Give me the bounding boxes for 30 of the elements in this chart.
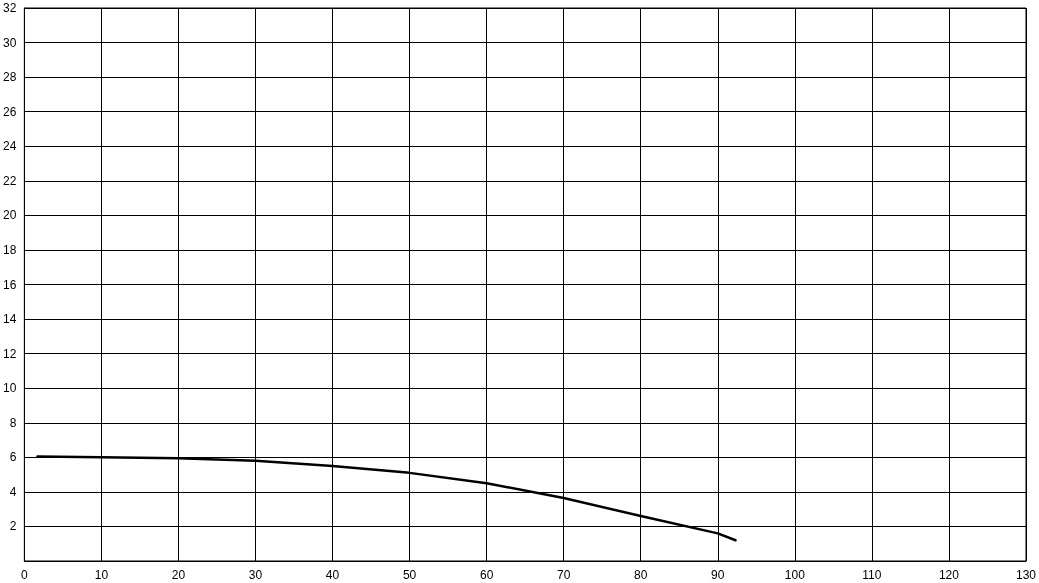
y-tick-label: 30	[2, 35, 17, 50]
x-tick-label: 60	[479, 568, 494, 582]
y-tick-label: 22	[2, 173, 17, 188]
x-tick-label: 70	[557, 568, 571, 582]
y-tick-label: 26	[2, 104, 17, 119]
y-tick-label: 6	[9, 450, 17, 465]
y-tick-label: 20	[2, 208, 17, 223]
x-tick-label: 30	[248, 568, 263, 582]
y-tick-label: 4	[9, 484, 17, 499]
x-tick-label: 50	[402, 568, 417, 582]
y-tick-label: 2	[9, 519, 17, 534]
y-tick-label: 16	[2, 277, 17, 292]
x-tick-label: 10	[94, 568, 109, 582]
x-tick-label: 0	[21, 568, 28, 582]
x-tick-label: 90	[711, 568, 725, 582]
y-tick-label: 14	[2, 312, 17, 327]
y-tick-label: 24	[2, 139, 17, 154]
x-tick-label: 130	[1015, 568, 1037, 582]
y-tick-label: 32	[2, 1, 17, 15]
y-tick-label: 12	[2, 346, 17, 361]
x-tick-label: 120	[938, 568, 960, 582]
x-tick-label: 80	[634, 568, 648, 582]
y-tick-label: 18	[2, 242, 17, 257]
x-tick-label: 100	[784, 568, 806, 582]
y-tick-label: 10	[2, 381, 17, 396]
x-tick-label: 20	[171, 568, 186, 582]
y-tick-label: 28	[2, 70, 17, 85]
y-tick-label: 8	[9, 415, 17, 430]
x-tick-label: 110	[862, 568, 882, 582]
x-tick-label: 40	[325, 568, 340, 582]
